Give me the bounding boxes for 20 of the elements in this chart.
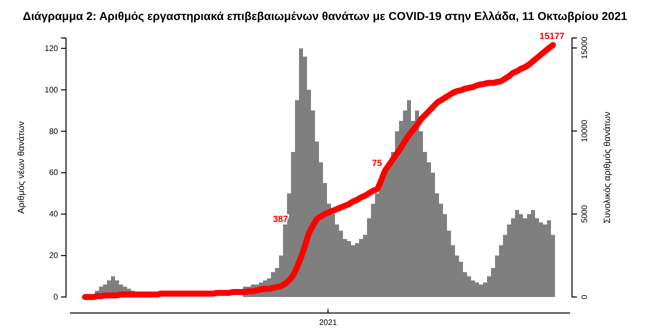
y-tick-label: 40 [49,210,59,219]
y-axis-title: Αριθμός νέων θανάτων [16,120,26,214]
annotation: 387 [272,214,288,224]
y2-tick-label: 5000 [580,204,590,223]
y-tick-label: 60 [49,168,59,178]
bar [299,48,303,297]
text: 2021 [319,318,338,327]
y-tick-label: 120 [44,44,59,53]
y-tick-label: 0 [54,292,59,302]
y2-tick-label: 10000 [580,119,590,142]
y2-tick-label: 15000 [580,36,590,60]
annotation: 75 [372,158,382,168]
bar [467,276,471,297]
y-tick-label: 80 [49,126,59,136]
y-tick-label: 100 [44,85,59,94]
annotation: 15177 [539,31,565,41]
y2-axis-title: Συνολικός αριθμός θανάτων [602,111,612,224]
y2-tick-label: 0 [580,294,590,300]
y-tick-label: 20 [49,251,59,260]
chart-title: Διάγραμμα 2: Αριθμός εργαστηριακά επιβεβαιωμένων θανάτων με COVID-19 στην Ελλάδα, 11 Οκτωβρίου 2021 [22,11,628,23]
